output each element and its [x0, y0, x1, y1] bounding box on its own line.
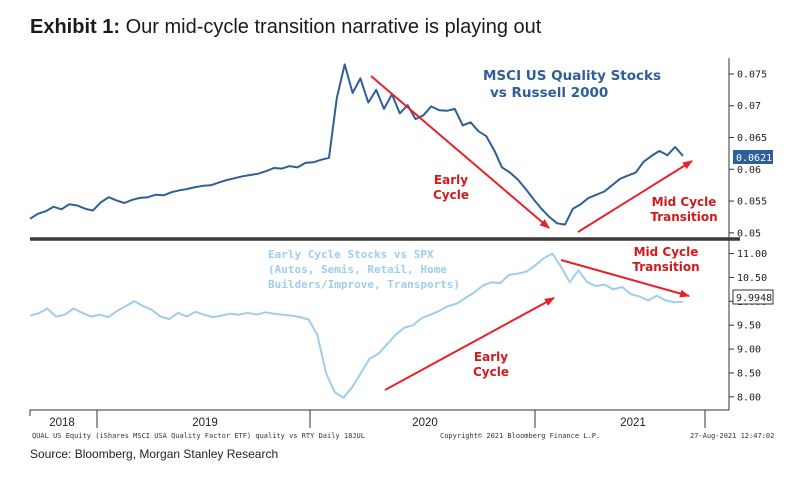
top-early-cycle-label-2: Cycle [433, 188, 469, 202]
bottom-y-tick-label: 8.00 [737, 392, 761, 403]
x-tick-2021: 2021 [620, 417, 646, 429]
bottom-early-cycle-arrow [384, 297, 555, 391]
x-tick-2020: 2020 [412, 417, 438, 429]
top-y-tick-label: 0.06 [737, 165, 761, 176]
top-y-tick-label: 0.07 [737, 101, 761, 112]
bottom-last-value: 9.9948 [736, 293, 772, 304]
chart-svg: 2018 2019 2020 2021 QUAL US Equity (iSha… [29, 58, 774, 440]
bottom-mid-cycle-label-1: Mid Cycle [634, 245, 699, 259]
bottom-mid-cycle-label-2: Transition [632, 260, 699, 274]
top-chart-title-line1: MSCI US Quality Stocks [483, 68, 661, 84]
top-chart-title-line2: vs Russell 2000 [490, 85, 608, 101]
bottom-last-value-box [732, 289, 774, 305]
bottom-y-tick-label: 9.00 [737, 345, 761, 356]
bottom-chart-title-line2: (Autos, Semis, Retail, Home [268, 263, 447, 276]
x-tick-2018: 2018 [49, 417, 75, 429]
bottom-y-tick-label: 8.50 [737, 368, 761, 379]
top-early-cycle-label-1: Early [434, 173, 468, 187]
x-tick-marks [29, 410, 706, 428]
bottom-y-tick-label: 11.00 [737, 249, 767, 260]
top-last-value: 0.0621 [736, 153, 772, 164]
exhibit-label: Exhibit 1: [30, 16, 121, 38]
bottom-y-tick-label: 10.50 [737, 273, 767, 284]
bottom-chart-title-line3: Builders/Improve, Transports) [268, 278, 460, 291]
exhibit-title: Our mid-cycle transition narrative is pl… [125, 16, 542, 38]
bottom-y-tick-label: 9.50 [737, 321, 761, 332]
top-y-tick-label: 0.05 [737, 228, 761, 239]
bottom-chart-title-line1: Early Cycle Stocks vs SPX [268, 248, 434, 261]
footer-right: 27-Aug-2021 12:47:02 [690, 432, 774, 440]
top-mid-cycle-label-1: Mid Cycle [652, 195, 717, 209]
top-mid-cycle-arrow [577, 160, 693, 233]
footer-center: Copyright© 2021 Bloomberg Finance L.P. [440, 432, 600, 440]
x-tick-2019: 2019 [192, 417, 218, 429]
bottom-early-cycle-label-1: Early [474, 350, 508, 364]
top-early-cycle-arrow [370, 75, 550, 229]
bottom-series-line [29, 252, 684, 399]
source-note: Source: Bloomberg, Morgan Stanley Resear… [30, 447, 279, 461]
top-mid-cycle-label-2: Transition [650, 210, 717, 224]
top-y-tick-label: 0.055 [737, 197, 767, 208]
chart-title: Exhibit 1: Our mid-cycle transition narr… [30, 16, 541, 39]
bottom-mid-cycle-arrow [560, 259, 690, 298]
top-y-tick-label: 0.065 [737, 133, 767, 144]
top-series-line [29, 63, 684, 226]
bottom-early-cycle-label-2: Cycle [473, 365, 509, 379]
top-y-tick-label: 0.075 [737, 69, 767, 80]
top-y-axis: 0.075 0.07 0.065 0.06 0.055 0.05 [729, 69, 767, 239]
footer-left: QUAL US Equity (iShares MSCI USA Quality… [32, 432, 365, 440]
top-last-value-box [733, 150, 773, 164]
